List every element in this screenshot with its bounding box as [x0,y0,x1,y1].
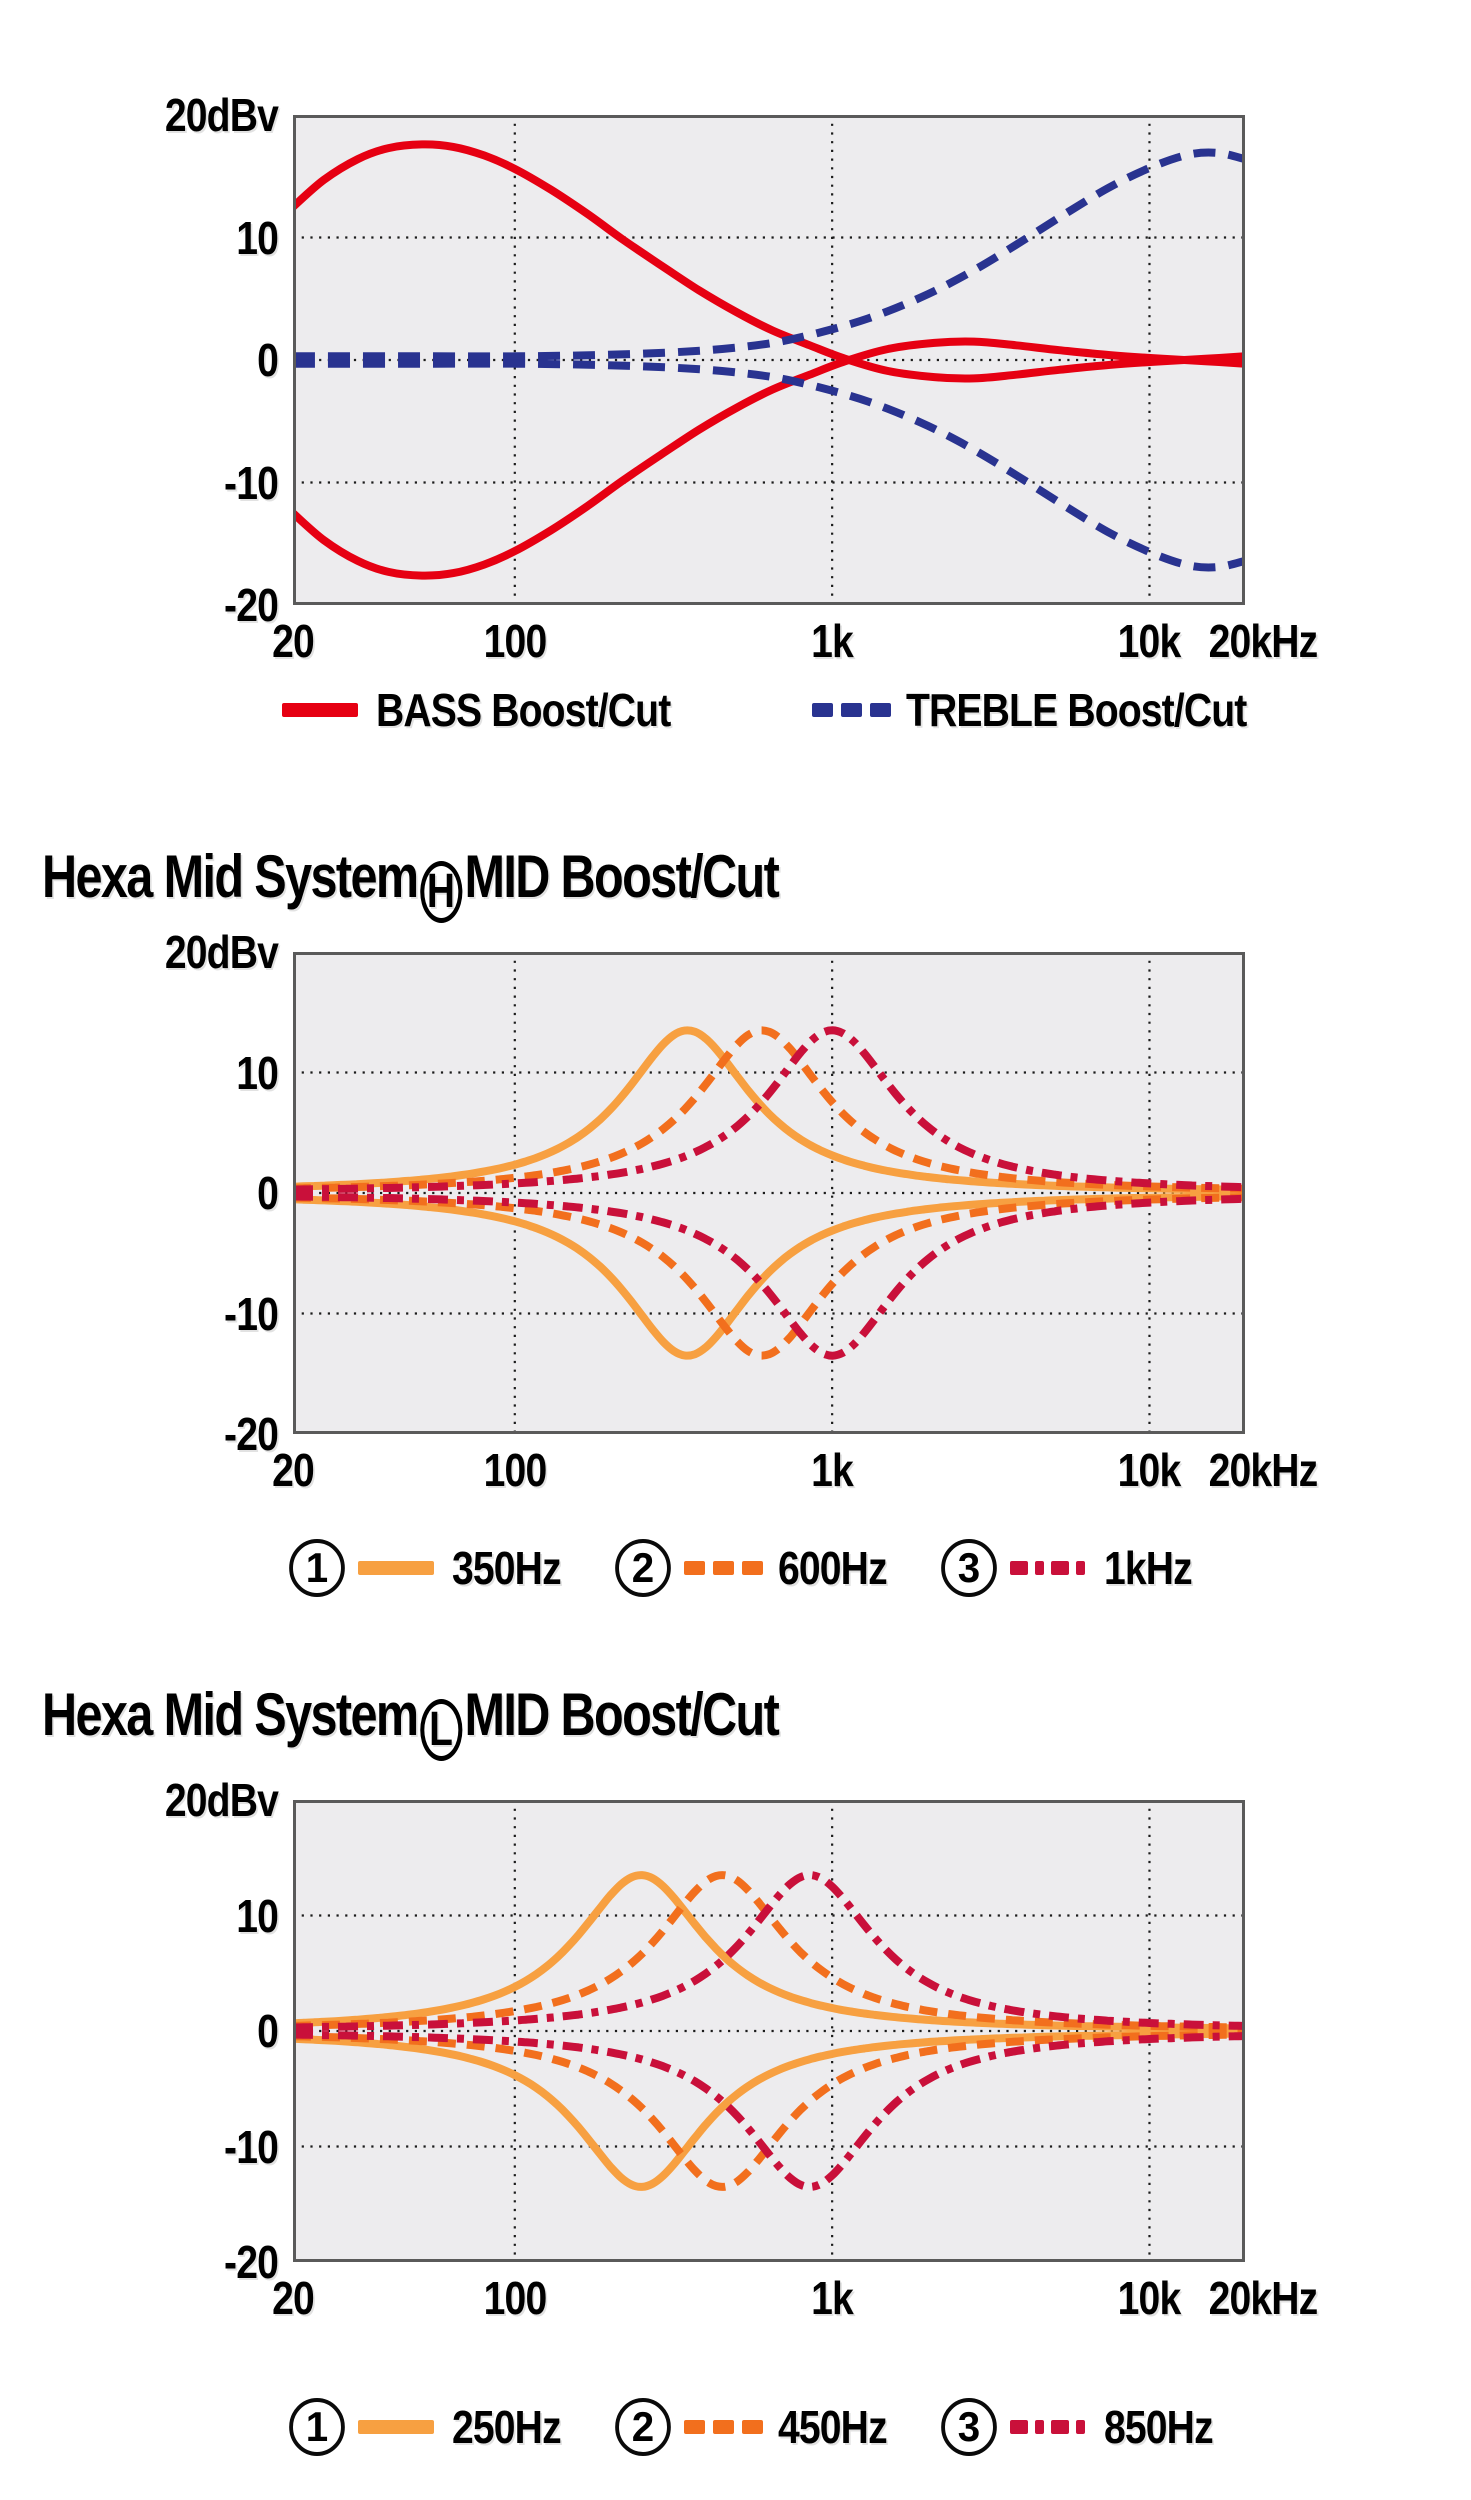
legend-swatch-solid [358,1561,434,1575]
y-axis-tick-label: 0 [257,1167,279,1219]
legend-label: 1kHz [1103,1542,1193,1594]
legend-label: 250Hz [452,2401,562,2453]
x-axis-tick-label: 10k [1118,2272,1182,2324]
legend-number-badge: 3 [941,1539,997,1597]
x-axis-labels: 20 100 1k 10k 20kHz [272,2272,1318,2328]
title-prefix: Hexa Mid System [42,843,419,910]
curve-250hz-boost [293,1871,1245,2033]
legend-swatch-solid [282,703,358,717]
gridlines [293,1800,1245,2262]
legend-number-badge: 1 [289,2398,345,2456]
curve-600hz-boost [293,1026,1245,1193]
y-axis-tick-label: -20 [224,579,279,631]
hexa-mid-l-response-chart: 20dBv 10 0 -10 -20 20 100 1k 10k 20kHz 1 250Hz 2 450H… [165,1777,1318,2456]
title-suffix: MID Boost/Cut [464,1681,779,1748]
curve-treble-boost-cut-boost [293,148,1245,361]
curve-250hz-cut [293,2029,1245,2191]
plot-area [293,952,1245,1434]
x-axis-tick-label: 100 [483,615,547,667]
plot-border [293,115,1245,605]
plot-border [293,1800,1245,2262]
legend-label: 450Hz [777,2401,888,2453]
legend-swatch-dashed [812,703,892,717]
y-axis-tick-label: 10 [236,1889,279,1942]
y-axis-tick-label: -10 [224,2120,279,2173]
curve-850hz-cut [293,2030,1245,2191]
legend-swatch-dashdot [1009,2420,1085,2434]
x-axis-tick-label: 20kHz [1208,615,1319,667]
legend-label: 850Hz [1103,2401,1214,2453]
legend-number-badge: 2 [615,2398,671,2456]
curve-1khz-cut [293,1192,1245,1360]
legend-number-badge: 3 [941,2398,997,2456]
x-axis-tick-label: 10k [1118,1444,1182,1496]
curve-treble-boost-cut-cut [293,359,1245,572]
y-axis-tick-label: 10 [236,211,279,264]
chart-title-hexa-mid-h: Hexa Mid System H MID Boost/Cut [42,843,780,923]
y-axis-tick-label: -20 [224,2236,279,2288]
x-axis-tick-label: 20 [272,1444,315,1496]
circled-h-badge: H [419,861,463,923]
legend-label: TREBLE Boost/Cut [906,684,1247,736]
curve-600hz-cut [293,1193,1245,1360]
legend-swatch-dashed [683,1561,763,1575]
circled-l-badge: L [419,1699,463,1761]
x-axis-tick-label: 1k [811,1444,854,1496]
x-axis-tick-label: 1k [811,615,854,667]
chart-legend: BASS Boost/Cut TREBLE Boost/Cut [282,681,1307,739]
curve-450hz-cut [293,2030,1245,2191]
legend-label: BASS Boost/Cut [376,684,671,736]
curve-bass-boost-cut-boost [293,140,1245,383]
x-axis-labels: 20 100 1k 10k 20kHz [272,615,1318,671]
legend-swatch-solid [358,2420,434,2434]
legend-swatch-dashdot [1009,1561,1085,1575]
y-axis-tick-label: 0 [257,2005,279,2057]
legend-swatch-dashed [683,2420,763,2434]
curve-450hz-boost [293,1871,1245,2032]
x-axis-tick-label: 20kHz [1208,1444,1319,1496]
legend-label: 350Hz [452,1542,562,1594]
curve-bass-boost-cut-cut [293,337,1245,580]
plot-border [293,952,1245,1434]
x-axis-labels: 20 100 1k 10k 20kHz [272,1444,1318,1500]
curve-850hz-boost [293,1871,1245,2032]
chart-legend: 1 250Hz 2 450Hz 3 850Hz [288,2396,1232,2458]
y-axis-unit-label: 20dBv [164,1774,279,1826]
hexa-mid-h-response-chart: 20dBv 10 0 -10 -20 20 100 1k 10k 20kHz 1 350Hz 2 600H… [165,929,1318,1597]
x-axis-tick-label: 10k [1118,615,1182,667]
y-axis-tick-label: 10 [236,1046,279,1099]
legend-number-badge: 1 [289,1539,345,1597]
y-axis-unit-label: 20dBv [164,89,279,141]
y-axis-tick-label: 0 [257,334,279,386]
plot-area [293,1800,1245,2262]
y-axis-tick-label: -10 [224,1287,279,1340]
y-axis-tick-label: -10 [224,456,279,509]
x-axis-tick-label: 100 [483,1444,547,1496]
x-axis-tick-label: 100 [483,2272,547,2324]
plot-area [293,115,1245,605]
y-axis-unit-label: 20dBv [164,926,279,978]
bass-treble-response-chart: 20dBv 10 0 -10 -20 20 100 1k 10k 20kHz BASS Boost/… [165,92,1318,733]
legend-label: 600Hz [777,1542,888,1594]
x-axis-tick-label: 20 [272,615,315,667]
curve-1khz-boost [293,1026,1245,1194]
x-axis-tick-label: 20 [272,2272,315,2324]
x-axis-tick-label: 1k [811,2272,854,2324]
chart-legend: 1 350Hz 2 600Hz 3 1kHz [288,1537,1207,1599]
chart-title-hexa-mid-l: Hexa Mid System L MID Boost/Cut [42,1681,780,1761]
legend-number-badge: 2 [615,1539,671,1597]
y-axis-tick-label: -20 [224,1408,279,1460]
title-suffix: MID Boost/Cut [464,843,779,910]
x-axis-tick-label: 20kHz [1208,2272,1319,2324]
title-prefix: Hexa Mid System [42,1681,419,1748]
